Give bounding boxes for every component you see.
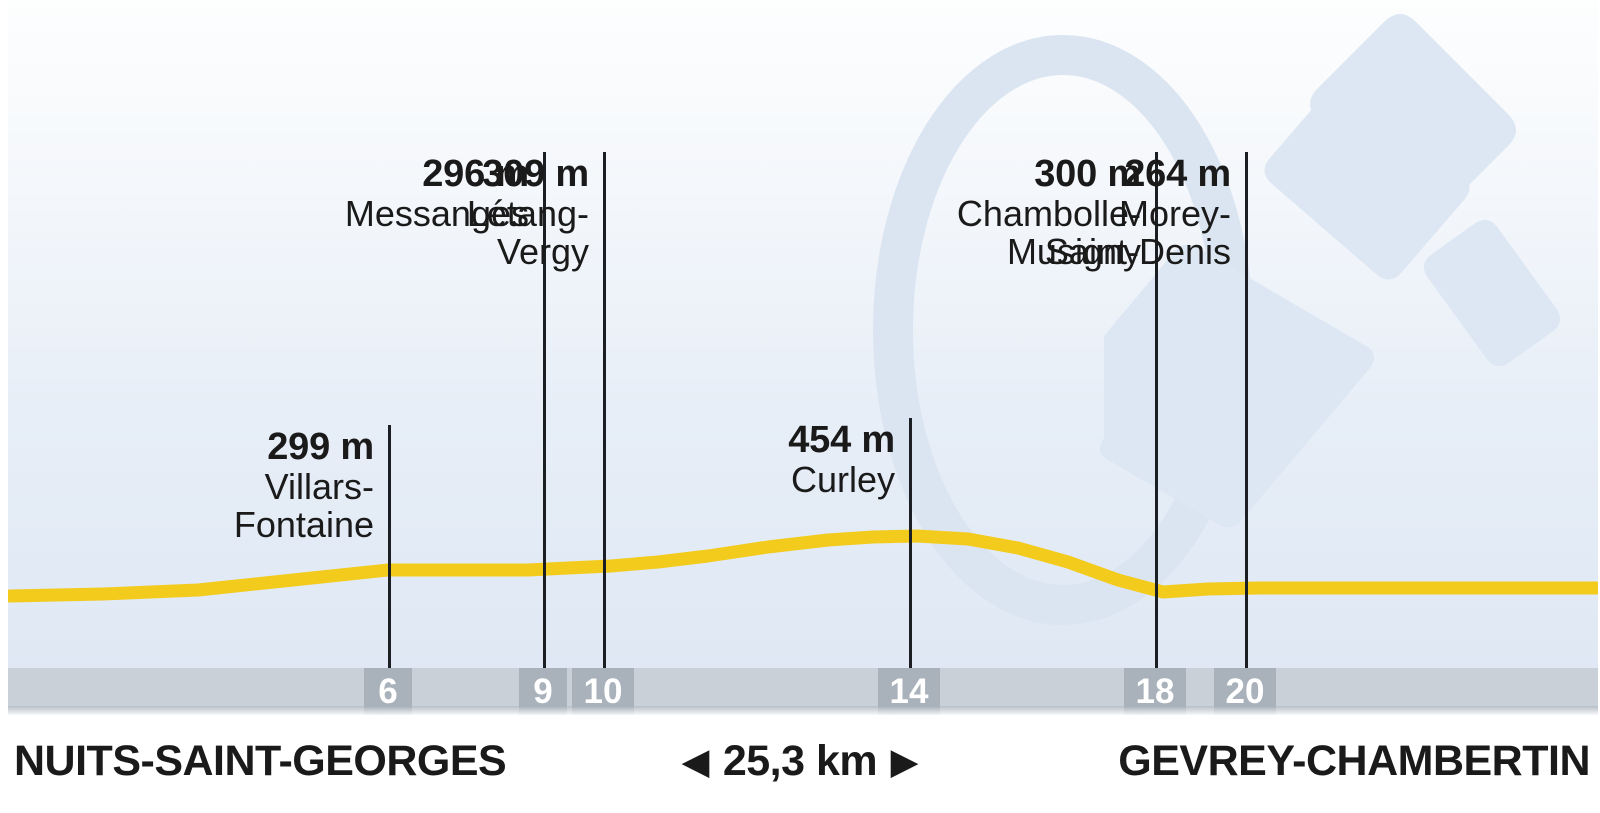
terrain-and-route [8,529,1598,668]
terrain-fill [8,536,1598,668]
point-label-messanges: 296 m Messanges [345,154,529,233]
point-name-line: Chambolle- [956,192,1141,234]
km-tick-20: 20 [1214,668,1276,715]
marker-line-villars-fontaine [388,425,391,668]
arrow-right-icon: ▶ [891,743,918,781]
point-altitude: 264 m [1124,153,1231,195]
stage-distance-label: ◀ 25,3 km ▶ [0,737,1600,786]
point-label-l-tang-vergy: 309 m Létang- Vergy [467,154,589,272]
marker-line-morey-saint-denis [1245,152,1248,668]
distance-value: 25,3 km [722,737,878,785]
marker-line-chambolle-musigny [1155,152,1158,668]
elevation-profile-chart: 299 m Villars- Fontaine 296 m Messanges 309 m… [8,0,1598,668]
point-altitude: 296 m [422,153,529,195]
point-name: Létang- Vergy [466,192,589,273]
point-altitude: 309 m [482,153,589,195]
km-tick-9: 9 [519,668,567,715]
point-label-chambolle-musigny: 300 m Chambolle- Musigny [957,154,1141,272]
point-altitude: 454 m [788,419,895,461]
km-tick-18: 18 [1124,668,1186,715]
point-name-line: Morey- [1118,192,1231,234]
point-altitude: 299 m [267,426,374,468]
marker-line-l-tang-vergy [603,152,606,668]
km-axis-bar: 6 9 10 14 18 20 [8,668,1598,715]
arrow-left-icon: ◀ [682,743,709,781]
point-name: Curley [788,458,895,500]
footer-bar: NUITS-SAINT-GEORGES ◀ 25,3 km ▶ GEVREY-CHA… [0,715,1600,813]
point-altitude: 300 m [1034,153,1141,195]
point-name-line: Curley [790,458,895,500]
point-name: Morey- Saint-Denis [1044,192,1231,273]
point-label-villars-fontaine: 299 m Villars- Fontaine [234,427,374,545]
point-name-line: Villars- [264,465,374,507]
km-tick-6: 6 [364,668,412,715]
point-name-line: Messanges [344,192,529,234]
point-name-line: Musigny [1006,231,1141,273]
marker-line-messanges [543,152,546,668]
point-name-line: Fontaine [233,504,374,546]
point-name: Chambolle- Musigny [956,192,1141,273]
point-name-line: Létang- [466,192,589,234]
km-tick-10: 10 [572,668,634,715]
point-name-line: Saint-Denis [1044,231,1231,273]
point-label-morey-saint-denis: 264 m Morey- Saint-Denis [1045,154,1231,272]
point-label-curley: 454 m Curley [788,420,895,499]
km-tick-14: 14 [878,668,940,715]
point-name: Villars- Fontaine [233,465,374,546]
marker-line-curley [909,418,912,668]
point-name-line: Vergy [496,231,589,273]
end-city-label: GEVREY-CHAMBERTIN [1118,737,1590,785]
start-city-label: NUITS-SAINT-GEORGES [14,737,507,785]
point-name: Messanges [344,192,529,234]
